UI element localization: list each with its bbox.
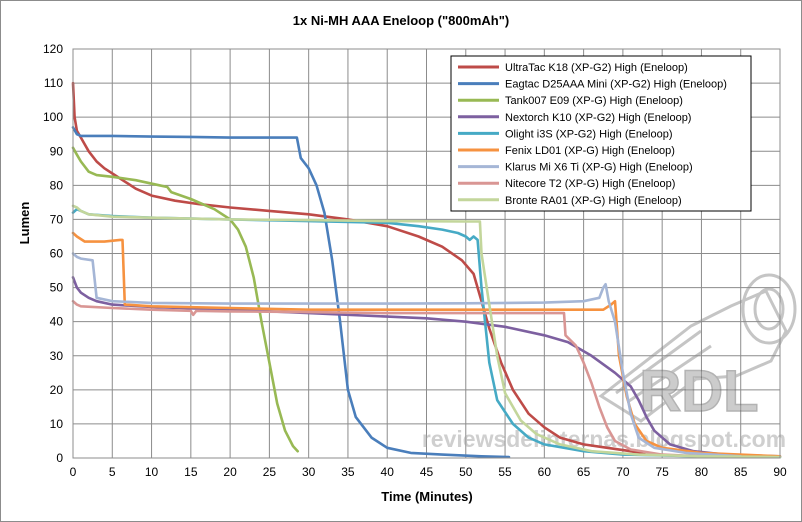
y-axis-label: Lumen <box>17 202 32 245</box>
y-tick-label: 90 <box>50 144 64 158</box>
x-tick-label: 45 <box>420 465 434 479</box>
legend-entry: Nitecore T2 (XP-G) High (Eneloop) <box>505 178 675 190</box>
watermark: RDL reviewsdelinternas.blogspot.com <box>422 273 797 452</box>
x-tick-label: 50 <box>459 465 473 479</box>
x-tick-label: 80 <box>695 465 709 479</box>
series-line <box>71 146 300 453</box>
y-tick-label: 70 <box>50 212 64 226</box>
y-tick-label: 60 <box>50 247 64 261</box>
series-line <box>71 231 782 458</box>
legend-entry: Olight i3S (XP-G2) High (Eneloop) <box>505 128 673 140</box>
series-line <box>71 126 511 459</box>
x-tick-label: 75 <box>655 465 669 479</box>
y-tick-label: 30 <box>50 349 64 363</box>
y-tick-label: 10 <box>50 417 64 431</box>
x-tick-label: 55 <box>498 465 512 479</box>
y-tick-label: 80 <box>50 178 64 192</box>
x-tick-label: 90 <box>773 465 787 479</box>
y-tick-label: 50 <box>50 281 64 295</box>
chart-title: 1x Ni-MH AAA Eneloop ("800mAh") <box>293 13 510 28</box>
y-tick-label: 20 <box>50 383 64 397</box>
y-axis-ticks: 0 10 20 30 40 50 60 70 80 90 100 110 120 <box>43 42 63 465</box>
x-tick-label: 60 <box>538 465 552 479</box>
x-tick-label: 65 <box>577 465 591 479</box>
legend: UltraTac K18 (XP-G2) High (Eneloop) Eagta… <box>450 55 752 212</box>
x-axis-label: Time (Minutes) <box>381 489 473 504</box>
x-tick-label: 0 <box>70 465 77 479</box>
x-tick-label: 10 <box>145 465 159 479</box>
legend-box <box>450 55 752 212</box>
legend-entry: Nextorch K10 (XP-G2) High (Eneloop) <box>505 112 691 124</box>
series-line <box>71 252 743 458</box>
y-tick-label: 40 <box>50 315 64 329</box>
x-tick-label: 30 <box>302 465 316 479</box>
plot-area <box>72 48 781 459</box>
x-axis-ticks: 0 5 10 15 20 25 30 35 40 45 50 55 60 65 70 75 80 85 90 <box>70 465 787 479</box>
y-tick-label: 120 <box>43 42 63 56</box>
x-tick-label: 85 <box>734 465 748 479</box>
x-tick-label: 5 <box>109 465 116 479</box>
legend-entry: Fenix LD01 (XP-G) High (Eneloop) <box>505 145 675 157</box>
x-tick-label: 20 <box>223 465 237 479</box>
legend-entry: UltraTac K18 (XP-G2) High (Eneloop) <box>505 62 688 74</box>
series-line <box>71 299 703 458</box>
y-tick-label: 100 <box>43 110 63 124</box>
x-tick-label: 35 <box>341 465 355 479</box>
x-tick-label: 70 <box>616 465 630 479</box>
series-lines <box>71 81 782 459</box>
legend-entry: Klarus Mi X6 Ti (XP-G) High (Eneloop) <box>505 162 693 174</box>
x-tick-label: 25 <box>263 465 277 479</box>
flashlight-logo <box>598 273 797 423</box>
watermark-logo-text: RDL <box>639 359 758 424</box>
legend-entry: Eagtac D25AAA Mini (XP-G2) High (Eneloop… <box>505 79 727 91</box>
y-tick-label: 110 <box>44 76 63 90</box>
legend-entry: Bronte RA01 (XP-G) High (Eneloop) <box>505 195 682 207</box>
x-tick-label: 15 <box>184 465 198 479</box>
series-line <box>71 204 782 459</box>
legend-entry: Tank007 E09 (XP-G) High (Eneloop) <box>505 95 683 107</box>
series-line <box>71 276 782 458</box>
y-tick-label: 0 <box>56 451 63 465</box>
x-tick-label: 40 <box>381 465 395 479</box>
